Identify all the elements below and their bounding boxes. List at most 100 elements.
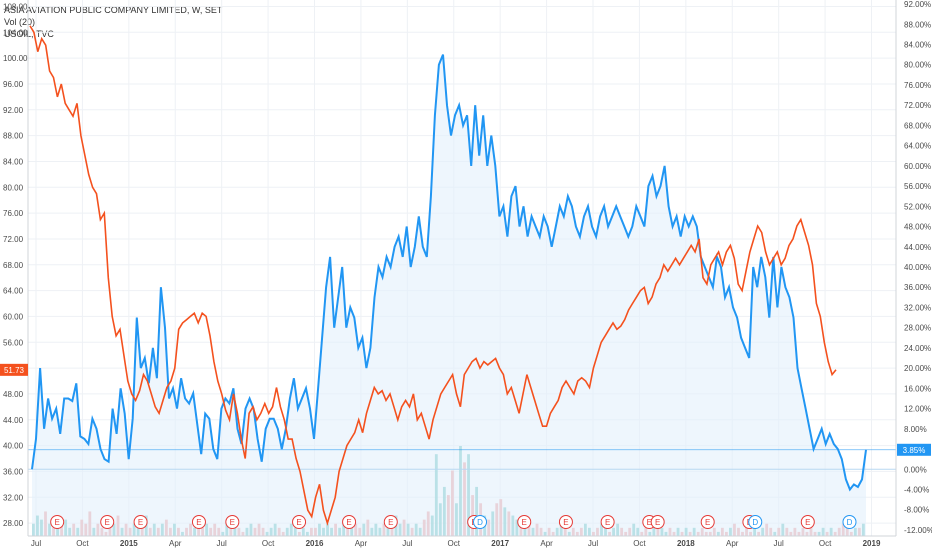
x-tick-label: 2015: [120, 539, 138, 548]
x-tick-label: Jul: [402, 539, 412, 548]
earnings-marker: [133, 515, 148, 529]
main-series-line: [31, 54, 867, 492]
right-tick-label: 48.00%: [904, 223, 931, 232]
right-tick-label: 28.00%: [904, 324, 931, 333]
event-markers: EEEEEEEEEDEEEEEEEDED: [50, 515, 857, 529]
right-tick-label: 32.00%: [904, 303, 931, 312]
x-tick-label: Oct: [819, 539, 832, 548]
main-area: [28, 54, 896, 536]
left-tick-label: 48.00: [3, 390, 24, 399]
event-label: E: [296, 518, 301, 527]
event-label: E: [805, 518, 810, 527]
right-tick-label: 36.00%: [904, 283, 931, 292]
x-tick-label: Jul: [774, 539, 784, 548]
left-tick-label: 80.00: [3, 183, 24, 192]
right-tick-label: 84.00%: [904, 40, 931, 49]
dividend-marker: [842, 515, 857, 529]
left-tick-label: 64.00: [3, 287, 24, 296]
x-tick-label: 2018: [677, 539, 695, 548]
legend-title: ASIA AVIATION PUBLIC COMPANY LIMITED, W,…: [4, 5, 223, 15]
event-label: E: [563, 518, 568, 527]
x-tick-label: Oct: [448, 539, 461, 548]
left-tick-label: 72.00: [3, 235, 24, 244]
x-tick-label: 2017: [491, 539, 509, 548]
event-label: E: [705, 518, 710, 527]
event-label: E: [605, 518, 610, 527]
left-tick-label: 44.00: [3, 416, 24, 425]
right-tick-label: 0.00%: [904, 465, 927, 474]
right-tick-label: 12.00%: [904, 405, 931, 414]
right-current-label: 3.85%: [903, 446, 926, 455]
event-label: D: [752, 518, 758, 527]
left-tick-label: 92.00: [3, 106, 24, 115]
earnings-marker: [100, 515, 115, 529]
event-label: D: [477, 518, 483, 527]
x-tick-label: Oct: [76, 539, 89, 548]
event-label: E: [196, 518, 201, 527]
event-label: E: [230, 518, 235, 527]
event-label: E: [647, 518, 652, 527]
x-tick-label: Jul: [588, 539, 598, 548]
right-tick-label: -8.00%: [904, 506, 929, 515]
earnings-marker: [600, 515, 615, 529]
right-tick-label: -4.00%: [904, 485, 929, 494]
left-tick-label: 40.00: [3, 442, 24, 451]
left-current-badge: [0, 363, 28, 376]
dividend-marker: [473, 515, 488, 529]
right-tick-label: 80.00%: [904, 61, 931, 70]
x-tick-label: Apr: [540, 539, 553, 548]
event-label: E: [522, 518, 527, 527]
right-tick-label: 16.00%: [904, 384, 931, 393]
right-tick-label: 44.00%: [904, 243, 931, 252]
right-tick-label: 40.00%: [904, 263, 931, 272]
legend-volume: Vol (20): [4, 17, 36, 27]
right-tick-label: 88.00%: [904, 20, 931, 29]
earnings-marker: [191, 515, 206, 529]
left-tick-label: 60.00: [3, 312, 24, 321]
right-tick-label: 60.00%: [904, 162, 931, 171]
left-tick-label: 96.00: [3, 80, 24, 89]
left-tick-label: 68.00: [3, 261, 24, 270]
series-lines: [28, 25, 896, 526]
x-tick-label: Apr: [169, 539, 182, 548]
event-label: D: [847, 518, 853, 527]
left-tick-label: 84.00: [3, 157, 24, 166]
earnings-marker: [517, 515, 532, 529]
earnings-marker: [50, 515, 65, 529]
left-tick-label: 56.00: [3, 338, 24, 347]
left-tick-label: 108.00: [3, 2, 28, 11]
x-tick-label: Oct: [262, 539, 275, 548]
right-tick-label: 20.00%: [904, 364, 931, 373]
compare-series-line: [29, 25, 837, 526]
left-tick-label: 28.00: [3, 519, 24, 528]
chart-legend: ASIA AVIATION PUBLIC COMPANY LIMITED, W,…: [4, 4, 222, 40]
earnings-marker: [700, 515, 715, 529]
event-label: E: [55, 518, 60, 527]
earnings-marker: [225, 515, 240, 529]
dividend-marker: [748, 515, 763, 529]
right-tick-label: 92.00%: [904, 0, 931, 9]
left-tick-label: 36.00: [3, 467, 24, 476]
left-tick-label: 88.00: [3, 132, 24, 141]
event-label: E: [105, 518, 110, 527]
x-tick-label: Oct: [633, 539, 646, 548]
x-tick-label: 2016: [306, 539, 324, 548]
right-tick-label: -12.00%: [904, 526, 932, 535]
event-label: E: [388, 518, 393, 527]
right-tick-label: 72.00%: [904, 101, 931, 110]
x-tick-label: Apr: [726, 539, 739, 548]
earnings-marker: [800, 515, 815, 529]
right-tick-label: 68.00%: [904, 121, 931, 130]
right-tick-label: 8.00%: [904, 425, 927, 434]
right-current-badge: [897, 443, 931, 456]
event-label: E: [655, 518, 660, 527]
right-tick-label: 56.00%: [904, 182, 931, 191]
earnings-marker: [342, 515, 357, 529]
x-tick-label: Jul: [31, 539, 41, 548]
x-tick-label: 2019: [863, 539, 881, 548]
event-label: E: [138, 518, 143, 527]
right-tick-label: 24.00%: [904, 344, 931, 353]
earnings-marker: [292, 515, 307, 529]
